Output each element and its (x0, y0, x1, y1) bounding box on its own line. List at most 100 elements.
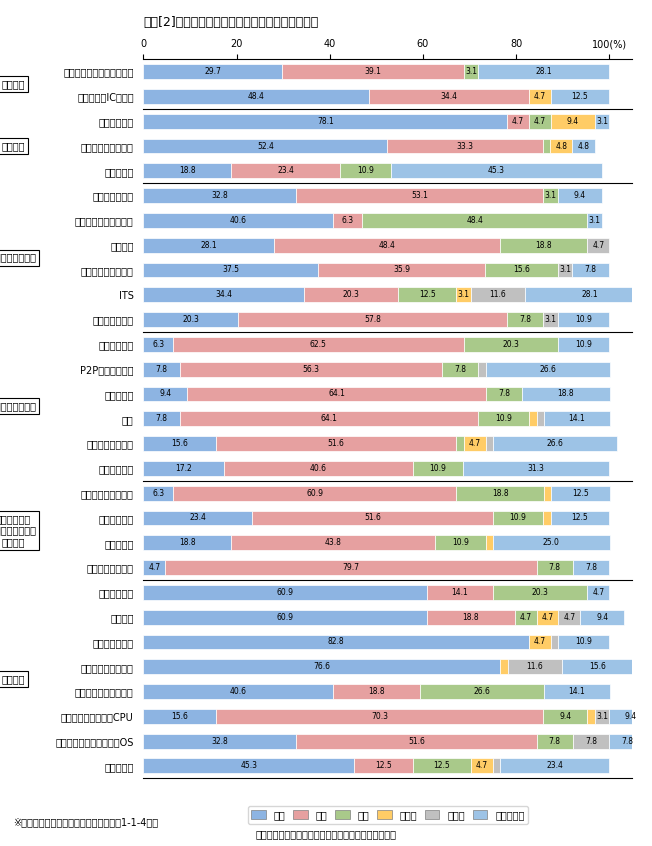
Bar (542, 139, 550, 153)
Bar (573, 560, 609, 575)
Text: 6.3: 6.3 (152, 340, 164, 349)
Text: 78.1: 78.1 (317, 117, 334, 126)
Text: 29.7: 29.7 (204, 67, 221, 76)
Bar (427, 610, 514, 624)
Bar (522, 387, 610, 401)
Text: 20.3: 20.3 (183, 315, 199, 324)
Text: 10.9: 10.9 (510, 514, 527, 523)
Bar (143, 709, 216, 724)
Text: 4.7: 4.7 (592, 241, 604, 250)
Text: 33.3: 33.3 (456, 141, 473, 151)
Text: 12.5: 12.5 (572, 514, 588, 523)
Legend: 日本, 米国, 欧州, アジア, その他, わからない: 日本, 米国, 欧州, アジア, その他, わからない (248, 806, 528, 824)
Bar (296, 733, 537, 749)
Bar (340, 163, 391, 179)
Bar (479, 362, 486, 376)
Text: 9.4: 9.4 (574, 191, 586, 201)
Bar (558, 312, 609, 327)
Text: 14.1: 14.1 (569, 415, 585, 423)
Text: 4.7: 4.7 (512, 117, 524, 126)
Text: 7.8: 7.8 (498, 389, 510, 398)
Text: 4.7: 4.7 (534, 117, 546, 126)
Bar (143, 733, 296, 749)
Text: 7.8: 7.8 (621, 737, 633, 745)
Bar (166, 560, 537, 575)
Bar (544, 312, 558, 327)
Bar (143, 585, 427, 600)
Text: 26.6: 26.6 (539, 365, 556, 374)
Bar (572, 262, 609, 277)
Bar (558, 610, 580, 624)
Text: 20.3: 20.3 (342, 290, 359, 299)
Text: 15.6: 15.6 (589, 662, 606, 671)
Text: 10.9: 10.9 (496, 415, 512, 423)
Bar (296, 188, 544, 203)
Text: ネットワーク技術: ネットワーク技術 (0, 253, 37, 262)
Text: 82.8: 82.8 (328, 637, 344, 646)
Text: 28.1: 28.1 (201, 241, 217, 250)
Bar (558, 337, 609, 352)
Text: 37.5: 37.5 (222, 266, 239, 274)
Text: 23.4: 23.4 (190, 514, 207, 523)
Bar (143, 387, 187, 401)
Text: 64.1: 64.1 (321, 415, 338, 423)
Text: 7.8: 7.8 (549, 737, 561, 745)
Text: 7.8: 7.8 (549, 563, 561, 572)
Bar (537, 610, 558, 624)
Text: ※　情報通信技術の概要については資料1-1-4参照: ※ 情報通信技術の概要については資料1-1-4参照 (13, 817, 158, 827)
Text: 45.3: 45.3 (488, 167, 505, 175)
Bar (486, 387, 522, 401)
Text: 3.1: 3.1 (465, 67, 477, 76)
Text: 4.8: 4.8 (578, 141, 589, 151)
Text: 51.6: 51.6 (328, 439, 345, 448)
Bar (143, 634, 529, 650)
Text: 7.8: 7.8 (156, 415, 168, 423)
Bar (427, 585, 493, 600)
Text: 17.2: 17.2 (175, 464, 192, 473)
Bar (369, 89, 529, 104)
Bar (493, 510, 544, 525)
Bar (173, 486, 456, 501)
Text: 10.9: 10.9 (430, 464, 447, 473)
Bar (551, 89, 609, 104)
Bar (413, 759, 471, 773)
Bar (544, 411, 610, 426)
Text: 45.3: 45.3 (241, 761, 258, 771)
Text: 4.7: 4.7 (592, 588, 604, 596)
Bar (544, 709, 587, 724)
Bar (442, 362, 479, 376)
Bar (464, 461, 609, 475)
Text: 3.1: 3.1 (559, 266, 571, 274)
Text: 9.4: 9.4 (567, 117, 579, 126)
Text: 32.8: 32.8 (211, 191, 228, 201)
Bar (143, 312, 238, 327)
Bar (143, 610, 427, 624)
Text: 12.5: 12.5 (419, 290, 436, 299)
Bar (355, 759, 413, 773)
Text: 15.6: 15.6 (171, 439, 188, 448)
Bar (304, 288, 398, 302)
Bar (529, 89, 551, 104)
Text: 9.4: 9.4 (559, 711, 571, 721)
Bar (514, 610, 537, 624)
Text: 34.4: 34.4 (441, 92, 458, 101)
Bar (143, 560, 166, 575)
Bar (595, 113, 609, 129)
Text: 76.6: 76.6 (314, 662, 331, 671)
Bar (143, 536, 231, 550)
Text: 40.6: 40.6 (230, 216, 246, 225)
Bar (252, 510, 493, 525)
Text: 4.7: 4.7 (534, 92, 546, 101)
Bar (544, 188, 558, 203)
Text: 4.7: 4.7 (520, 613, 531, 622)
Bar (362, 213, 587, 228)
Bar (391, 163, 602, 179)
Bar (143, 684, 333, 699)
Bar (544, 510, 551, 525)
Bar (173, 337, 464, 352)
Text: 4.7: 4.7 (148, 563, 160, 572)
Text: 28.1: 28.1 (582, 290, 599, 299)
Text: 32.8: 32.8 (211, 737, 228, 745)
Bar (486, 362, 610, 376)
Text: 10.9: 10.9 (575, 315, 592, 324)
